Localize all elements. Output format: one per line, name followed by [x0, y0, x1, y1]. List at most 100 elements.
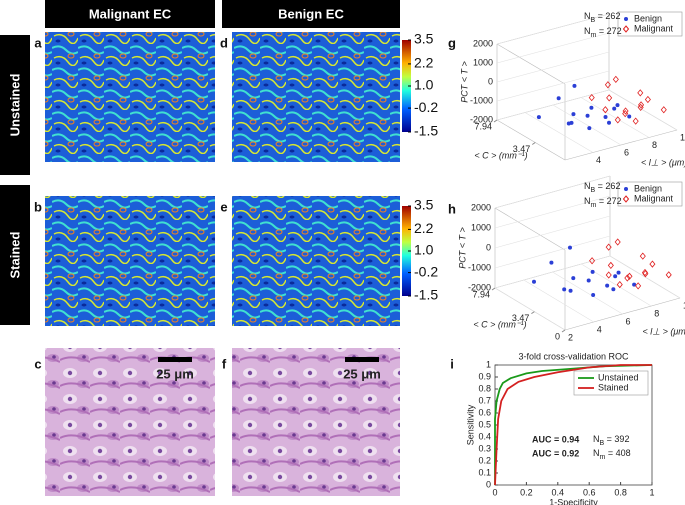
grid-line — [523, 279, 594, 323]
point — [639, 252, 646, 260]
axis-line — [496, 43, 566, 85]
annotation-rest: = 262 — [595, 11, 620, 21]
annotation-sub: B — [600, 440, 605, 447]
point — [660, 106, 667, 114]
grid-line — [494, 175, 611, 209]
column-header: Benign EC — [278, 6, 344, 21]
panel-letter: i — [450, 356, 454, 371]
colorbar-tick-label: 1.0 — [414, 242, 434, 258]
x-tick-label: 8 — [652, 140, 657, 150]
axis-line — [496, 119, 566, 161]
point — [568, 288, 573, 293]
point — [622, 107, 629, 115]
colorbar-tick-label: 1.0 — [414, 77, 434, 93]
map-image — [45, 32, 215, 162]
x-tick-label: 0.6 — [583, 487, 596, 497]
y-tick-label: 7.94 — [474, 121, 492, 131]
legend-box — [617, 181, 683, 207]
panel-letter: e — [220, 199, 227, 214]
annotation-sub: m — [591, 202, 597, 209]
scale-bar-label: 25 μm — [343, 366, 381, 381]
annotation-rest: = 408 — [605, 448, 630, 458]
y-tick-label: 0.2 — [478, 455, 491, 465]
x-tick-label: 10 — [683, 300, 685, 310]
row-label: Stained — [7, 231, 22, 278]
x-axis-label: < l⊥ > (μm) — [643, 326, 685, 336]
y-tick — [532, 142, 536, 145]
y-tick-label: 3.47 — [512, 313, 530, 323]
legend-box — [573, 370, 649, 396]
point — [588, 94, 595, 102]
colorbar-tick-label: 2.2 — [414, 220, 434, 236]
map-image — [232, 196, 400, 326]
point — [665, 271, 672, 279]
point — [616, 270, 621, 275]
point — [632, 282, 637, 287]
annotation-sub: m — [591, 32, 597, 39]
x-tick-label: 0.4 — [552, 487, 565, 497]
legend-marker — [622, 25, 630, 33]
y-tick-label: 0 — [555, 331, 560, 341]
colorbar-tick-label: -0.2 — [414, 263, 438, 279]
y-tick-label: 0.4 — [478, 431, 491, 441]
x-tick-label: 6 — [624, 147, 629, 157]
point — [591, 293, 596, 298]
z-tick-label: -2000 — [468, 282, 491, 292]
histology-image — [232, 348, 400, 496]
panel-letter: g — [448, 35, 456, 50]
annotation-sub: B — [591, 17, 596, 24]
point — [556, 96, 561, 101]
annotation: Nm = 408 — [593, 448, 631, 460]
point — [612, 75, 619, 84]
point — [587, 126, 592, 131]
header-box — [222, 0, 400, 28]
point — [638, 101, 645, 109]
point — [614, 116, 621, 124]
y-tick — [531, 311, 535, 315]
point — [624, 274, 631, 282]
colorbar-tick-label: 3.5 — [414, 31, 434, 47]
annotation: Nm = 272 — [584, 196, 622, 208]
grid-line — [496, 70, 610, 102]
legend-label: Malignant — [634, 23, 674, 33]
y-tick — [493, 119, 498, 123]
scale-bar-label: 25 μm — [156, 366, 194, 381]
annotation-rest: = 272 — [596, 196, 621, 206]
grid-line — [496, 13, 610, 45]
point — [605, 283, 610, 288]
scale-bar — [345, 357, 379, 362]
point — [531, 279, 536, 284]
y-tick-label: 7.94 — [472, 289, 490, 299]
point — [589, 105, 594, 110]
point — [641, 268, 649, 277]
annotation-main: N — [593, 434, 600, 444]
annotation-main: N — [584, 196, 591, 206]
annotation-main: N — [584, 11, 591, 21]
point — [562, 287, 567, 292]
y-tick-label: 0.3 — [478, 443, 491, 453]
x-tick-label: 1 — [649, 487, 654, 497]
annotation: AUC = 0.92 — [532, 448, 579, 458]
row-label: Unstained — [7, 74, 22, 137]
annotation: Nm = 272 — [584, 26, 622, 38]
grid-line — [494, 215, 611, 249]
point — [611, 287, 616, 292]
z-tick-label: 1000 — [473, 57, 493, 67]
point — [567, 245, 572, 250]
point — [615, 103, 620, 108]
x-tick-label: 4 — [596, 155, 601, 165]
y-axis-label: < C > (mm⁻¹) — [473, 319, 526, 329]
panel-letter: d — [220, 35, 228, 50]
map-image — [232, 32, 400, 162]
legend-label: Malignant — [634, 193, 674, 203]
legend-marker — [624, 187, 628, 191]
point — [602, 106, 609, 114]
histology-image — [45, 348, 215, 496]
y-tick-label: 3.47 — [513, 144, 531, 154]
point — [566, 121, 571, 126]
y-tick-label: 1 — [486, 359, 491, 369]
point — [585, 113, 590, 118]
point — [632, 117, 639, 125]
z-tick-label: -2000 — [470, 114, 493, 124]
point — [607, 120, 612, 125]
